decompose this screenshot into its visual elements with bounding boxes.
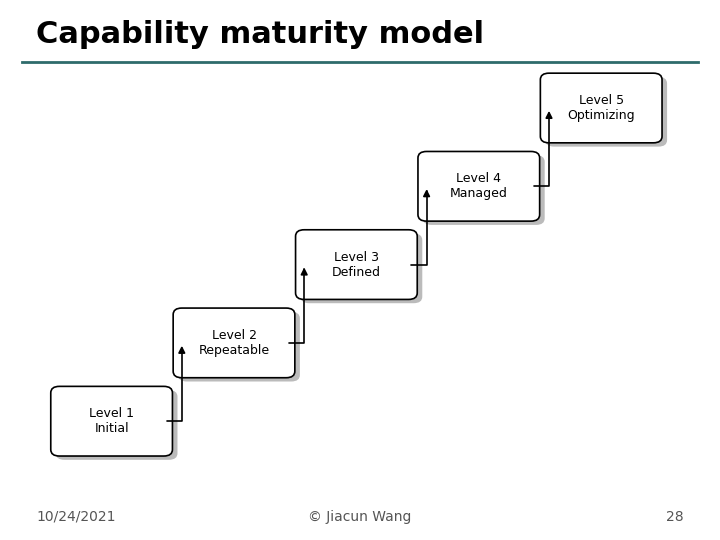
Text: © Jiacun Wang: © Jiacun Wang <box>308 510 412 524</box>
FancyBboxPatch shape <box>56 390 177 460</box>
Text: Level 5
Optimizing: Level 5 Optimizing <box>567 94 635 122</box>
FancyBboxPatch shape <box>179 312 300 381</box>
FancyBboxPatch shape <box>50 387 173 456</box>
Text: Level 1
Initial: Level 1 Initial <box>89 407 134 435</box>
FancyBboxPatch shape <box>423 156 544 225</box>
Text: Level 3
Defined: Level 3 Defined <box>332 251 381 279</box>
FancyBboxPatch shape <box>173 308 295 378</box>
FancyBboxPatch shape <box>546 77 667 146</box>
Text: Level 4
Managed: Level 4 Managed <box>450 172 508 200</box>
FancyBboxPatch shape <box>301 233 422 303</box>
FancyBboxPatch shape <box>296 230 417 299</box>
FancyBboxPatch shape <box>418 151 540 221</box>
Text: 10/24/2021: 10/24/2021 <box>36 510 115 524</box>
Text: Capability maturity model: Capability maturity model <box>36 19 484 49</box>
Text: Level 2
Repeatable: Level 2 Repeatable <box>199 329 269 357</box>
Text: 28: 28 <box>667 510 684 524</box>
FancyBboxPatch shape <box>540 73 662 143</box>
